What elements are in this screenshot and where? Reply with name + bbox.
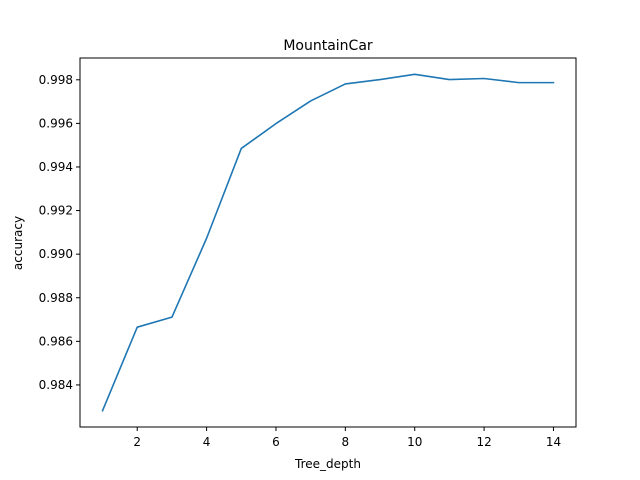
y-tick-label: 0.990 [39, 247, 73, 261]
y-tick-label: 0.988 [39, 291, 73, 305]
x-axis-ticks: 2 4 6 8 10 12 14 [133, 427, 561, 449]
y-tick-label: 0.986 [39, 334, 73, 348]
x-tick-label: 12 [476, 435, 491, 449]
chart-title: MountainCar [283, 38, 373, 54]
x-tick-label: 6 [272, 435, 280, 449]
y-tick-label: 0.996 [39, 116, 73, 130]
series-line [101, 73, 555, 412]
x-tick-label: 14 [546, 435, 561, 449]
series-layer [101, 73, 555, 412]
y-tick-label: 0.984 [39, 378, 73, 392]
x-tick-label: 10 [407, 435, 422, 449]
y-axis-ticks: 0.984 0.986 0.988 0.990 0.992 0.994 0.996 0.998 [39, 73, 80, 392]
plot-area-frame [79, 57, 577, 428]
y-axis-label: accuracy [11, 216, 25, 270]
x-tick-label: 8 [342, 435, 350, 449]
y-tick-label: 0.998 [39, 73, 73, 87]
x-axis-label: Tree_depth [294, 457, 361, 471]
x-tick-label: 4 [203, 435, 211, 449]
y-tick-label: 0.992 [39, 204, 73, 218]
y-tick-label: 0.994 [39, 160, 73, 174]
x-tick-label: 2 [133, 435, 141, 449]
